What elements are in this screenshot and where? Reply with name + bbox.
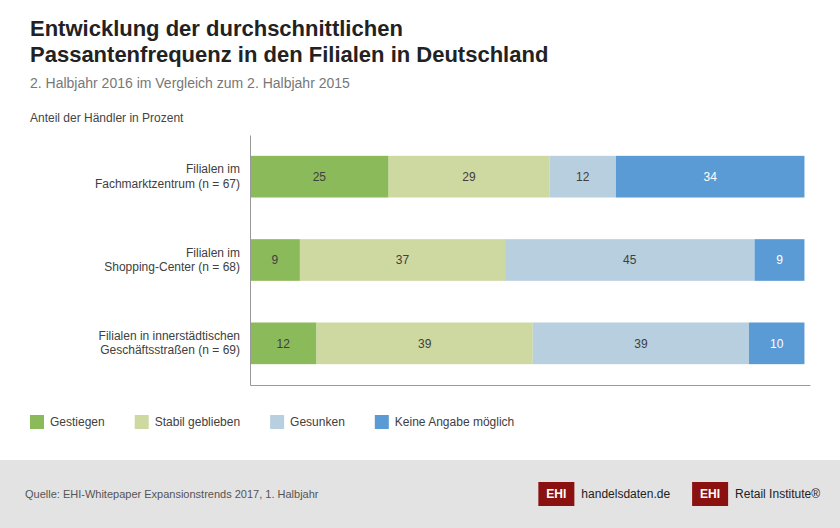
logo-text: Retail Institute® [735,487,820,501]
data-label: 10 [770,337,784,351]
legend-item: Gestiegen [30,415,105,429]
x-axis-line [251,385,811,386]
bar [250,239,300,281]
bar [549,156,616,198]
background [0,0,840,528]
legend-item: Keine Angabe möglich [375,415,514,429]
bar [749,323,804,365]
legend: Gestiegen Stabil geblieben Gesunken Keine A… [30,415,514,429]
data-label: 39 [634,337,648,351]
bar [505,239,755,281]
legend-label: Keine Angabe möglich [395,415,514,429]
legend-item: Gesunken [270,415,345,429]
logos: EHI handelsdaten.de EHI Retail Institute® [538,482,820,506]
logo: EHI Retail Institute® [692,482,820,506]
data-label: 9 [272,253,279,267]
series [616,156,805,364]
logo-mark: EHI [700,487,720,501]
data-label: 12 [277,337,291,351]
legend-label: Gesunken [290,415,345,429]
legend-label: Gestiegen [50,415,105,429]
x-axis [251,385,811,386]
bar [250,156,389,198]
data-label: 45 [623,253,637,267]
data-labels: 25 9 12 29 37 39 12 45 39 34 9 10 [272,170,784,351]
data-label: 39 [418,337,432,351]
legend-swatch [135,415,149,429]
logo-text: handelsdaten.de [581,487,670,501]
x-axis-label: Anteil der Händler in Prozent [30,111,184,125]
bar [250,323,317,365]
data-label: 12 [576,170,590,184]
footer-background [0,460,840,528]
subtitle: 2. Halbjahr 2016 im Vergleich zum 2. Hal… [30,75,350,91]
y-tick-label: Filialen imShopping-Center (n = 68) [104,246,240,274]
bar [533,323,749,365]
bar [300,239,505,281]
bar [616,156,805,198]
data-label: 9 [776,253,783,267]
bar [755,239,805,281]
legend-swatch [30,415,44,429]
y-tick: Filialen imShopping-Center (n = 68) [104,246,240,274]
data-label: 25 [313,170,327,184]
y-tick-label: Filialen in innerstädtischenGeschäftsstr… [99,329,240,357]
y-tick: Filialen in innerstädtischenGeschäftsstr… [99,329,240,357]
legend-swatch [375,415,389,429]
y-axis-line [250,136,251,386]
y-tick-label: Filialen imFachmarktzentrum (n = 67) [95,162,240,190]
logo-mark: EHI [546,487,566,501]
bar [389,156,550,198]
logo: EHI handelsdaten.de [538,482,670,506]
chart: Entwicklung der durchschnittlichenPassan… [0,0,840,528]
legend-item: Stabil geblieben [135,415,240,429]
y-tick: Filialen imFachmarktzentrum (n = 67) [95,162,240,190]
data-label: 29 [462,170,476,184]
data-label: 37 [396,253,410,267]
logo-box [692,482,728,506]
data-label: 34 [704,170,718,184]
logo-box [538,482,574,506]
y-axis: Filialen imFachmarktzentrum (n = 67) Fili… [95,136,251,386]
bars [250,156,804,364]
legend-swatch [270,415,284,429]
source: Quelle: EHI-Whitepaper Expansionstrends … [25,488,319,500]
legend-label: Stabil geblieben [155,415,240,429]
bar [317,323,533,365]
title: Entwicklung der durchschnittlichenPassan… [30,16,548,67]
